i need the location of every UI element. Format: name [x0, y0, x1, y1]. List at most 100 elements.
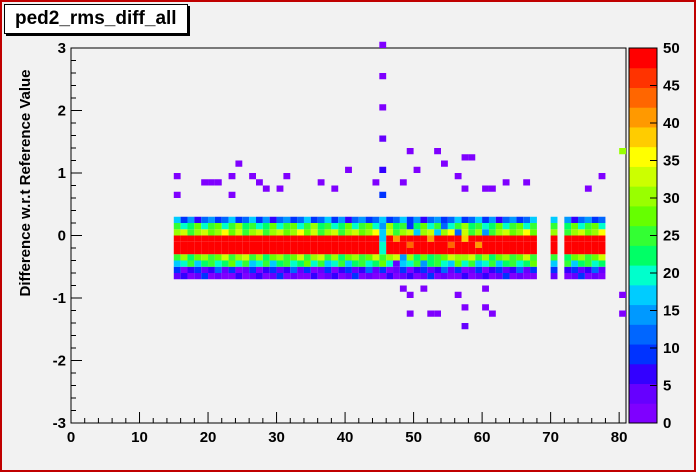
heatmap-cell — [475, 273, 483, 280]
heatmap-cell — [269, 266, 277, 273]
heatmap-cell — [221, 273, 229, 280]
heatmap-cell — [598, 216, 606, 223]
heatmap-cell — [173, 254, 181, 261]
heatmap-cell — [523, 248, 531, 255]
colorbar-segment — [629, 87, 657, 108]
heatmap-cell — [242, 216, 250, 223]
heatmap-cell — [228, 260, 236, 267]
heatmap-cell — [564, 254, 572, 261]
heatmap-cell — [338, 254, 346, 261]
heatmap-cell — [317, 254, 325, 261]
heatmap-cell — [208, 260, 215, 267]
heatmap-cell — [386, 241, 394, 248]
heatmap-cell — [214, 223, 222, 230]
heatmap-cell — [173, 241, 181, 248]
y-tick-label: 2 — [58, 103, 66, 120]
heatmap-cell — [290, 266, 298, 273]
heatmap-cell — [578, 273, 585, 280]
heatmap-cell — [235, 254, 243, 261]
heatmap-cell — [550, 273, 558, 280]
heatmap-cell — [242, 241, 250, 248]
heatmap-cell — [201, 229, 209, 236]
heatmap-cell — [454, 260, 462, 267]
heatmap-cell — [530, 248, 537, 255]
heatmap-cell — [262, 260, 270, 267]
heatmap-cell — [365, 260, 373, 267]
heatmap-cell — [214, 248, 222, 255]
heatmap-cell — [372, 248, 380, 255]
heatmap-cell — [564, 223, 572, 230]
heatmap-cell — [358, 254, 366, 261]
heatmap-cell — [194, 235, 202, 242]
heatmap-cell — [173, 229, 181, 236]
heatmap-cell — [256, 229, 263, 236]
heatmap-cell — [351, 273, 359, 280]
heatmap-cell — [310, 223, 318, 230]
heatmap-cell — [262, 273, 270, 280]
heatmap-cell — [324, 273, 332, 280]
heatmap-cell — [269, 273, 277, 280]
heatmap-cell — [482, 185, 489, 192]
heatmap-cell — [283, 248, 291, 255]
heatmap-cell — [447, 235, 455, 242]
heatmap-cell — [475, 266, 483, 273]
heatmap-cell — [338, 223, 346, 230]
heatmap-cell — [269, 229, 277, 236]
heatmap-cell — [201, 179, 209, 186]
heatmap-cell — [297, 235, 304, 242]
heatmap-cell — [530, 266, 537, 273]
heatmap-cell — [379, 166, 387, 173]
heatmap-cell — [598, 273, 606, 280]
heatmap-cells — [173, 41, 626, 330]
heatmap-cell — [228, 173, 236, 180]
heatmap-cell — [351, 248, 359, 255]
heatmap-cell — [482, 260, 489, 267]
heatmap-cell — [482, 216, 489, 223]
heatmap-cell — [303, 229, 311, 236]
heatmap-cell — [619, 310, 626, 317]
heatmap-cell — [420, 285, 428, 292]
heatmap-cell — [310, 260, 318, 267]
heatmap-cell — [509, 235, 517, 242]
heatmap-cell — [290, 254, 298, 261]
heatmap-cell — [495, 254, 503, 261]
heatmap-cell — [578, 266, 585, 273]
heatmap-cell — [619, 148, 626, 155]
heatmap-cell — [454, 248, 462, 255]
heatmap-cell — [358, 216, 366, 223]
heatmap-cell — [420, 216, 428, 223]
heatmap-cell — [331, 229, 339, 236]
heatmap-cell — [345, 235, 352, 242]
heatmap-cell — [475, 223, 483, 230]
heatmap-cell — [303, 216, 311, 223]
heatmap-cell — [482, 266, 489, 273]
heatmap-cell — [338, 216, 346, 223]
heatmap-cell — [345, 260, 352, 267]
heatmap-cell — [393, 241, 400, 248]
heatmap-cell — [201, 241, 209, 248]
heatmap-cell — [413, 248, 421, 255]
heatmap-cell — [571, 273, 579, 280]
heatmap-cell — [502, 248, 510, 255]
heatmap-cell — [447, 260, 455, 267]
heatmap-cell — [242, 223, 250, 230]
heatmap-cell — [516, 223, 524, 230]
heatmap-cell — [221, 229, 229, 236]
heatmap-cell — [386, 248, 394, 255]
colorbar-segment — [629, 344, 657, 365]
heatmap-cell — [194, 241, 202, 248]
heatmap-cell — [290, 216, 298, 223]
heatmap-cell — [201, 223, 209, 230]
heatmap-cell — [228, 273, 236, 280]
heatmap-cell — [523, 241, 531, 248]
heatmap-cell — [584, 273, 592, 280]
heatmap-cell — [331, 235, 339, 242]
heatmap-cell — [420, 266, 428, 273]
heatmap-cell — [502, 216, 510, 223]
heatmap-cell — [578, 235, 585, 242]
y-tick-label: -2 — [53, 353, 66, 370]
heatmap-cell — [194, 229, 202, 236]
heatmap-cell — [187, 266, 195, 273]
heatmap-cell — [262, 241, 270, 248]
heatmap-cell — [290, 229, 298, 236]
